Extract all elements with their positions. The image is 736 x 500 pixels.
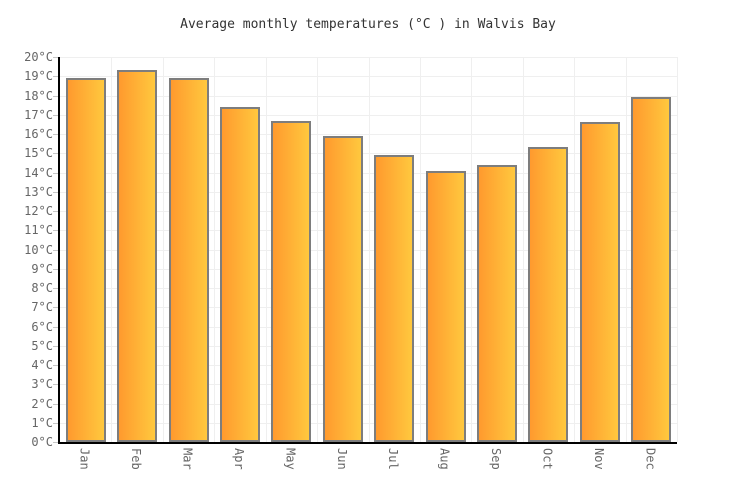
x-axis-label-mar: Mar	[180, 448, 195, 470]
y-axis-label-5: 5°C	[31, 338, 53, 353]
y-tick-10	[53, 249, 58, 251]
bar-may	[271, 120, 312, 442]
v-gridline-6	[368, 57, 370, 442]
bar-jul	[374, 155, 415, 442]
x-axis-label-may: May	[283, 448, 298, 470]
y-tick-14	[53, 172, 58, 174]
y-axis-label-14: 14°C	[24, 165, 53, 180]
y-tick-18	[53, 95, 58, 97]
y-tick-16	[53, 134, 58, 135]
y-axis-label-4: 4°C	[31, 358, 53, 372]
y-axis-label-19: 19°C	[24, 69, 53, 84]
y-tick-9	[53, 268, 58, 270]
v-gridline-11	[625, 57, 627, 442]
v-gridline-12	[677, 57, 678, 442]
y-axis-label-10: 10°C	[24, 242, 53, 257]
x-axis-label-sep: Sep	[489, 448, 504, 470]
y-axis-label-7: 7°C	[31, 300, 53, 315]
chart-title: Average monthly temperatures (°C ) in Wa…	[180, 17, 556, 32]
bar-aug	[425, 170, 466, 442]
v-gridline-10	[574, 57, 576, 442]
bar-apr	[219, 107, 260, 442]
y-axis-label-15: 15°C	[24, 146, 53, 161]
y-tick-5	[53, 345, 58, 347]
x-axis-label-jun: Jun	[334, 448, 349, 470]
bar-jun	[322, 135, 363, 442]
y-axis-label-3: 3°C	[31, 377, 53, 392]
y-tick-0	[53, 442, 58, 443]
y-tick-7	[53, 307, 58, 309]
y-tick-2	[53, 403, 58, 405]
y-tick-19	[53, 76, 58, 78]
y-axis-label-12: 12°C	[24, 204, 53, 218]
v-gridline-2	[162, 57, 164, 442]
y-axis-label-16: 16°C	[24, 127, 53, 141]
v-gridline-9	[522, 57, 524, 442]
v-gridline-4	[265, 57, 267, 442]
y-axis-label-18: 18°C	[24, 88, 53, 103]
x-axis-label-feb: Feb	[129, 448, 144, 470]
v-gridline-1	[111, 57, 113, 442]
v-gridline-3	[214, 57, 216, 442]
y-tick-11	[53, 230, 58, 232]
x-axis-line	[58, 442, 677, 444]
bar-sep	[477, 164, 518, 442]
bar-mar	[168, 78, 209, 442]
y-tick-20	[53, 57, 58, 58]
x-axis-label-jan: Jan	[77, 448, 92, 470]
x-axis-label-oct: Oct	[540, 448, 555, 470]
v-gridline-7	[419, 57, 421, 442]
x-axis-label-jul: Jul	[386, 448, 401, 470]
x-axis-label-apr: Apr	[231, 448, 246, 470]
y-tick-4	[53, 365, 58, 366]
y-tick-1	[53, 422, 58, 424]
y-tick-8	[53, 288, 58, 289]
x-axis-label-aug: Aug	[437, 448, 452, 470]
y-axis-line	[58, 57, 60, 444]
y-axis-label-0: 0°C	[31, 435, 53, 449]
y-axis-label-9: 9°C	[31, 261, 53, 276]
y-axis-label-20: 20°C	[24, 50, 53, 64]
x-axis-label-dec: Dec	[643, 448, 658, 470]
y-tick-3	[53, 384, 58, 386]
bar-oct	[528, 147, 569, 442]
bar-nov	[579, 122, 620, 442]
x-axis-label-nov: Nov	[591, 448, 606, 470]
y-tick-17	[53, 114, 58, 116]
v-gridline-5	[317, 57, 319, 442]
y-axis-label-11: 11°C	[24, 223, 53, 238]
y-axis-label-13: 13°C	[24, 184, 53, 199]
y-axis-label-17: 17°C	[24, 107, 53, 122]
v-gridline-8	[471, 57, 473, 442]
y-tick-6	[53, 326, 58, 328]
bar-feb	[117, 70, 158, 442]
bar-jan	[65, 78, 106, 442]
y-axis-label-2: 2°C	[31, 396, 53, 411]
y-tick-13	[53, 191, 58, 193]
y-axis-label-1: 1°C	[31, 415, 53, 430]
y-tick-15	[53, 153, 58, 155]
y-axis-label-6: 6°C	[31, 319, 53, 334]
y-tick-12	[53, 211, 58, 212]
bar-dec	[631, 97, 672, 442]
y-axis-label-8: 8°C	[31, 281, 53, 295]
